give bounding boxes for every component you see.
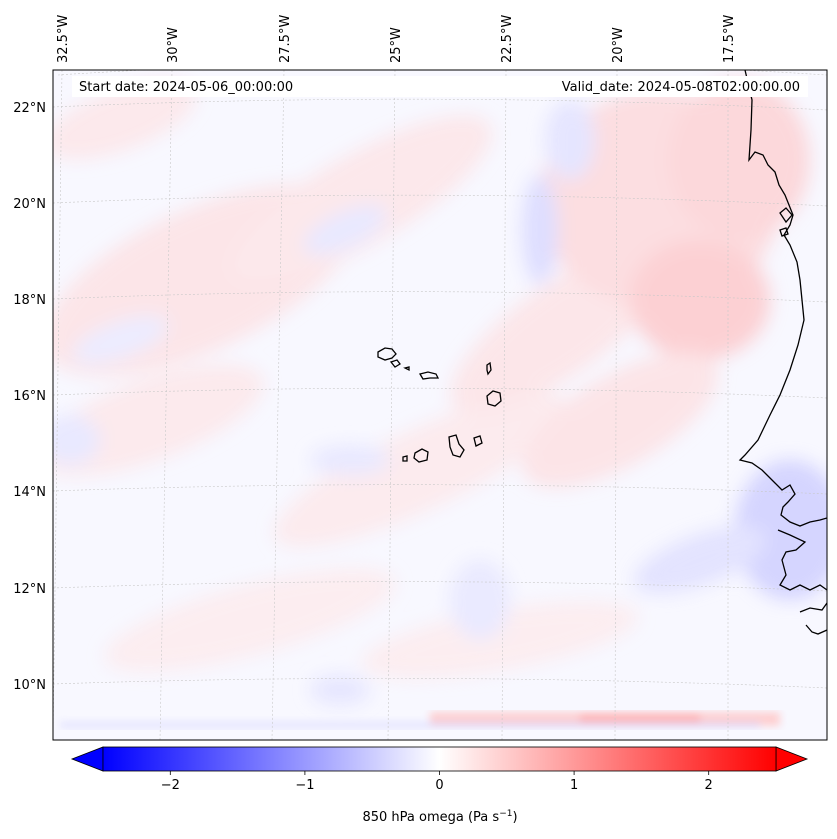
lon-label-20w: 20°W bbox=[611, 27, 626, 63]
colorbar-tick-label: −2 bbox=[161, 778, 180, 793]
colorbar-variable: 850 hPa omega bbox=[362, 810, 463, 825]
map-frame bbox=[52, 69, 828, 741]
header-box bbox=[72, 76, 808, 97]
colorbar-gradient bbox=[102, 746, 777, 772]
start-date-label: Start date: 2024-05-06_00:00:00 bbox=[79, 80, 293, 95]
colorbar-tick-label: 2 bbox=[705, 778, 713, 793]
longitude-labels: 32.5°W 30°W 27.5°W 25°W 22.5°W 20°W 17.5… bbox=[56, 15, 737, 63]
lat-label-20n: 20°N bbox=[13, 197, 46, 212]
colorbar-units-exponent: −1 bbox=[499, 809, 512, 819]
colorbar-tick-label: 0 bbox=[435, 778, 443, 793]
latitude-labels: 22°N 20°N 18°N 16°N 14°N 12°N 10°N bbox=[13, 101, 46, 693]
lon-label-32-5w: 32.5°W bbox=[56, 15, 71, 63]
colorbar-label: 850 hPa omega (Pa s−1) bbox=[362, 809, 517, 825]
lat-label-16n: 16°N bbox=[13, 389, 46, 404]
lat-label-14n: 14°N bbox=[13, 485, 46, 500]
lon-label-17-5w: 17.5°W bbox=[722, 15, 737, 63]
colorbar-tick-label: −1 bbox=[295, 778, 314, 793]
lat-label-12n: 12°N bbox=[13, 582, 46, 597]
lon-label-30w: 30°W bbox=[166, 27, 181, 63]
omega-field bbox=[53, 70, 827, 740]
lon-label-25w: 25°W bbox=[389, 27, 404, 63]
colorbar-tick-label: 1 bbox=[570, 778, 578, 793]
coastline bbox=[377, 70, 827, 635]
colorbar-units: Pa s bbox=[473, 810, 499, 825]
lat-label-10n: 10°N bbox=[13, 678, 46, 693]
colorbar-ticks: −2 −1 0 1 2 bbox=[161, 771, 713, 793]
lat-label-18n: 18°N bbox=[13, 293, 46, 308]
lon-label-27-5w: 27.5°W bbox=[278, 15, 293, 63]
colorbar-min-extend bbox=[70, 746, 104, 772]
lon-label-22-5w: 22.5°W bbox=[500, 15, 515, 63]
colorbar: −2 −1 0 1 2 850 hPa omega (Pa s−1) bbox=[70, 746, 809, 825]
lat-label-22n: 22°N bbox=[13, 101, 46, 116]
colorbar-max-extend bbox=[775, 746, 809, 772]
valid-date-label: Valid_date: 2024-05-08T02:00:00.00 bbox=[562, 80, 800, 95]
